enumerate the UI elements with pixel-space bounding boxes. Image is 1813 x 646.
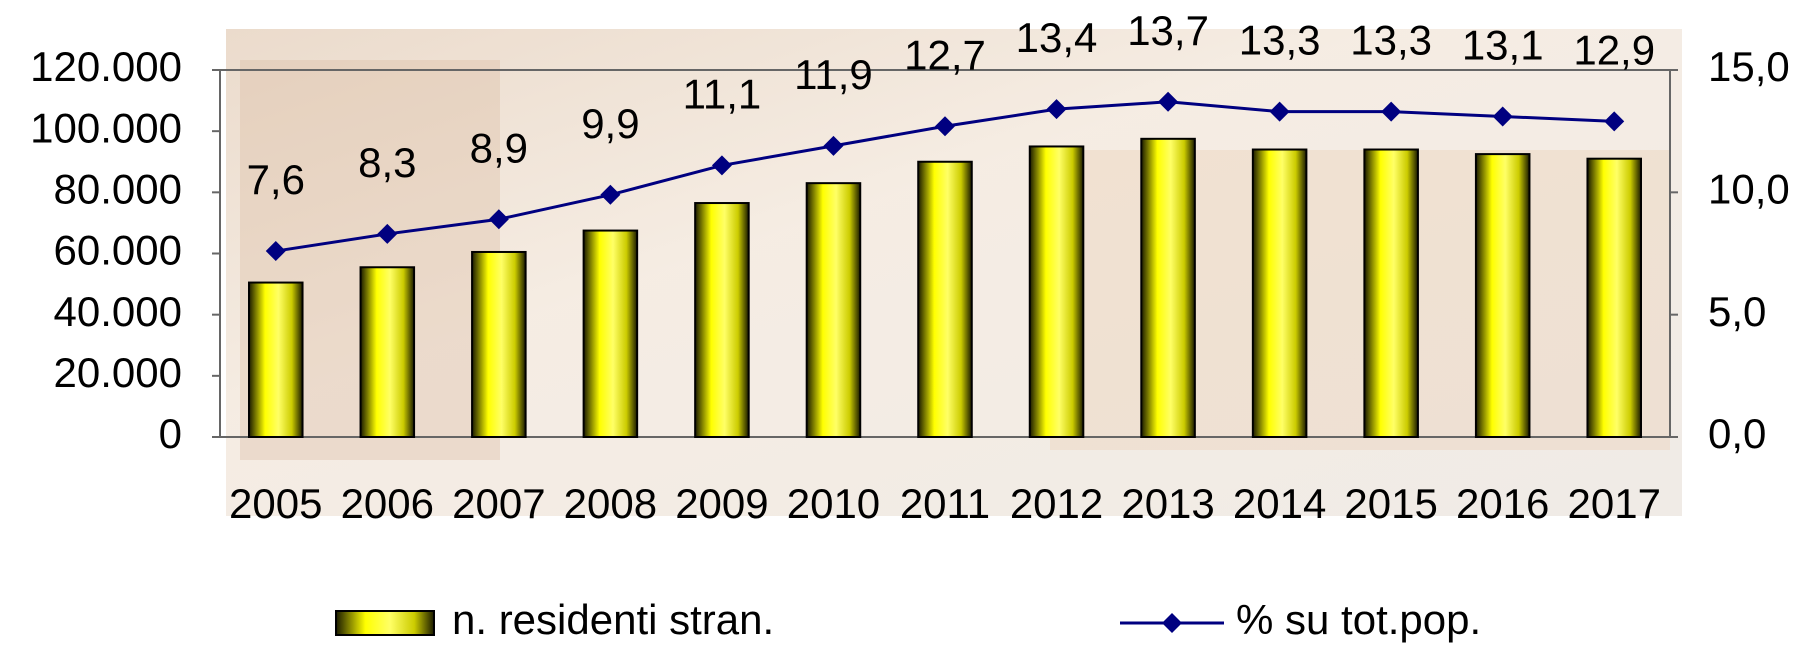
bar xyxy=(1028,145,1085,438)
x-tick-label: 2015 xyxy=(1344,480,1437,527)
x-tick-label: 2005 xyxy=(229,480,322,527)
bar xyxy=(694,202,750,438)
bar xyxy=(1140,137,1196,438)
x-tick-label: 2008 xyxy=(564,480,657,527)
marker xyxy=(265,241,286,262)
x-tick-label: 2009 xyxy=(675,480,768,527)
value-label: 12,9 xyxy=(1573,26,1655,73)
value-label: 7,6 xyxy=(247,156,305,203)
value-label: 11,1 xyxy=(683,71,762,118)
y2-tick-label: 10,0 xyxy=(1708,165,1790,212)
bar xyxy=(1363,148,1419,438)
marker xyxy=(1492,106,1513,127)
legend-swatch xyxy=(335,610,435,636)
marker xyxy=(935,116,955,137)
marker xyxy=(600,184,621,205)
y2-tick-label: 5,0 xyxy=(1708,288,1766,335)
marker xyxy=(1381,101,1402,122)
value-label: 8,3 xyxy=(358,139,416,186)
x-tick-label: 2012 xyxy=(1010,480,1103,527)
marker xyxy=(488,209,509,230)
y-tick-label: 40.000 xyxy=(54,288,182,335)
x-tick-label: 2006 xyxy=(341,480,434,527)
bar xyxy=(917,160,973,438)
legend-label: n. residenti stran. xyxy=(452,596,774,643)
value-label: 13,1 xyxy=(1462,22,1544,69)
y2-tick-label: 0,0 xyxy=(1708,410,1766,457)
bar xyxy=(582,229,639,438)
y-tick-label: 60.000 xyxy=(54,227,182,274)
y-tick-label: 120.000 xyxy=(30,43,182,90)
legend-marker xyxy=(1162,613,1182,633)
bar xyxy=(805,182,862,438)
x-tick-label: 2014 xyxy=(1233,480,1326,527)
x-tick-label: 2016 xyxy=(1456,480,1549,527)
x-tick-label: 2017 xyxy=(1568,480,1661,527)
marker xyxy=(823,135,844,156)
bar xyxy=(1474,153,1531,439)
value-label: 13,4 xyxy=(1016,14,1098,61)
bar xyxy=(1251,148,1308,438)
bar xyxy=(248,281,304,438)
marker xyxy=(711,155,732,176)
value-label: 11,9 xyxy=(794,51,873,98)
value-label: 9,9 xyxy=(581,100,639,147)
marker xyxy=(1269,101,1290,122)
bar xyxy=(471,250,527,438)
value-label: 8,9 xyxy=(470,124,528,171)
value-label: 12,7 xyxy=(904,31,986,78)
value-label: 13,3 xyxy=(1350,17,1432,64)
marker xyxy=(1046,99,1067,120)
y-tick-label: 20.000 xyxy=(54,349,182,396)
x-tick-label: 2013 xyxy=(1121,480,1214,527)
bar xyxy=(359,266,416,439)
bar xyxy=(1586,157,1643,438)
x-tick-label: 2010 xyxy=(787,480,880,527)
x-tick-label: 2007 xyxy=(452,480,545,527)
marker xyxy=(377,223,398,244)
y-tick-label: 0 xyxy=(159,410,182,457)
value-label: 13,7 xyxy=(1127,7,1209,54)
y-tick-label: 100.000 xyxy=(30,104,182,151)
marker xyxy=(1158,91,1179,112)
value-label: 13,3 xyxy=(1239,17,1321,64)
marker xyxy=(1604,111,1625,132)
y-tick-label: 80.000 xyxy=(54,165,182,212)
y2-tick-label: 15,0 xyxy=(1708,43,1790,90)
x-tick-label: 2011 xyxy=(900,480,990,527)
legend-label: % su tot.pop. xyxy=(1236,596,1481,643)
